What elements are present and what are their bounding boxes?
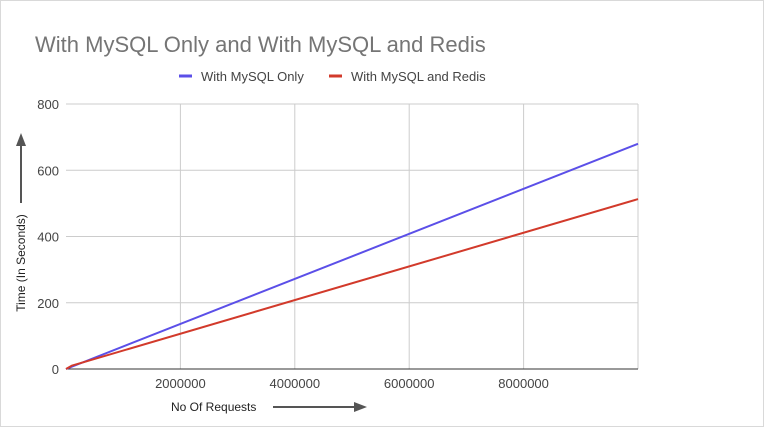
series-line	[65, 142, 639, 370]
series-lines	[65, 142, 639, 370]
chart-title: With MySQL Only and With MySQL and Redis	[35, 32, 486, 57]
x-tick-label: 4000000	[269, 376, 320, 391]
y-tick-label: 800	[37, 97, 59, 112]
y-tick-label: 600	[37, 163, 59, 178]
y-tick-label: 200	[37, 296, 59, 311]
legend-label: With MySQL and Redis	[351, 69, 486, 84]
y-tick-label: 400	[37, 230, 59, 245]
y-axis-title: Time (In Seconds)	[14, 214, 28, 312]
legend-label: With MySQL Only	[201, 69, 304, 84]
x-tick-labels: 2000000 4000000 6000000 8000000	[155, 376, 549, 391]
series-line	[65, 198, 639, 370]
x-tick-label: 6000000	[384, 376, 435, 391]
y-axis-arrow	[16, 133, 26, 203]
legend: With MySQL Only With MySQL and Redis	[179, 69, 486, 84]
x-axis-arrow	[273, 402, 367, 412]
x-tick-label: 8000000	[498, 376, 549, 391]
y-tick-labels: 0 200 400 600 800	[37, 97, 59, 377]
y-tick-label: 0	[52, 362, 59, 377]
x-tick-label: 2000000	[155, 376, 206, 391]
x-axis-title: No Of Requests	[171, 400, 256, 414]
grid	[66, 103, 639, 370]
